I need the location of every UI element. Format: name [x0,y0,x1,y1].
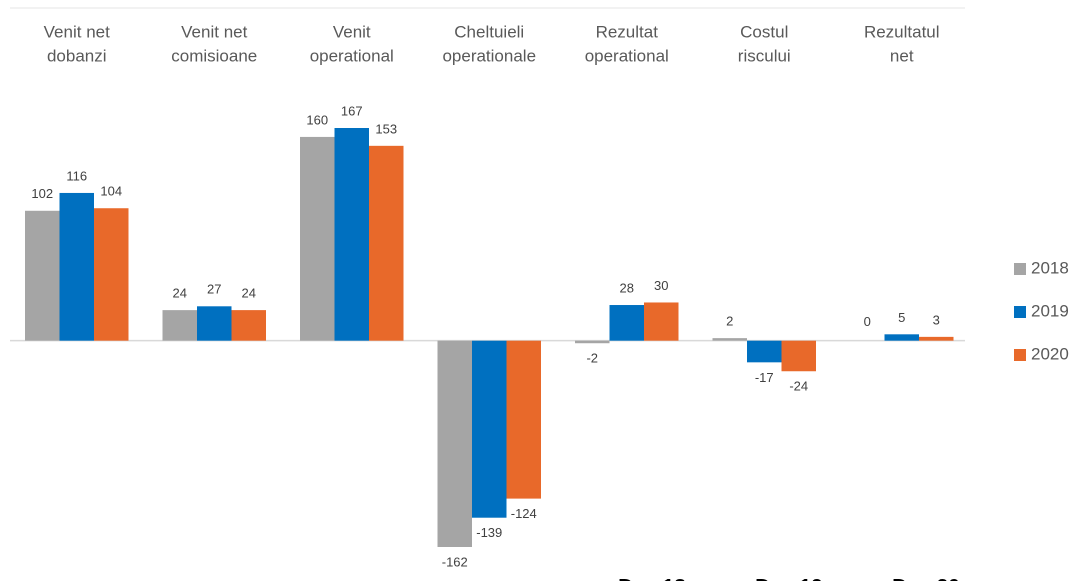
value-label: 160 [306,112,328,127]
value-label: 2 [726,314,733,329]
category-label: Venit net [44,22,110,41]
category-label: dobanzi [47,46,107,65]
bar [884,334,919,341]
category-label: comisioane [171,46,257,65]
value-label: 5 [898,310,905,325]
value-label: 153 [375,121,397,136]
bar [506,340,541,499]
value-label: 116 [66,168,87,183]
bar [575,340,610,344]
category-label: Venit [333,22,371,41]
legend-swatch [1014,263,1026,275]
bar [334,128,369,341]
category-label: Rezultat [596,22,659,41]
bar [94,208,129,341]
value-label: -24 [789,379,808,394]
legend-label: 2020 [1031,344,1069,363]
value-label: 104 [100,184,122,199]
value-label: -139 [476,525,502,540]
legend-swatch [1014,349,1026,361]
category-label: Costul [740,22,788,41]
category-label: Cheltuieli [454,22,524,41]
legend-label: 2019 [1031,301,1069,320]
value-label: 24 [173,286,187,301]
value-label: 0 [864,314,871,329]
bar [781,340,816,372]
bar [300,136,335,341]
category-label: operational [310,46,394,65]
category-label: riscului [738,46,791,65]
bar [369,145,404,341]
bar [644,302,679,341]
annotation: Dec 20 [892,576,960,581]
bar [437,340,472,547]
legend-swatch [1014,306,1026,318]
value-label: 3 [933,312,940,327]
category-label: operationale [442,46,536,65]
annotation: Dec 18 [618,576,686,581]
value-label: -162 [442,554,468,569]
value-label: 167 [341,103,363,118]
annotation: Dec 19 [755,576,823,581]
bar [197,306,232,341]
bar [747,340,782,363]
bar [59,192,94,341]
value-label: 30 [654,278,668,293]
category-label: Venit net [181,22,247,41]
bar [162,310,197,341]
bar [472,340,507,518]
value-label: -17 [755,370,774,385]
value-label: -2 [586,351,598,366]
value-label: 24 [242,286,256,301]
bar [231,310,266,341]
category-label: Rezultatul [864,22,940,41]
category-label: net [890,46,914,65]
value-label: -124 [511,506,537,521]
value-label: 27 [207,282,221,297]
value-label: 102 [31,186,53,201]
category-label: operational [585,46,669,65]
bar [25,210,60,341]
bar [609,305,644,341]
legend-label: 2018 [1031,258,1069,277]
bar [712,338,747,341]
value-label: 28 [620,280,634,295]
bar [919,336,954,341]
